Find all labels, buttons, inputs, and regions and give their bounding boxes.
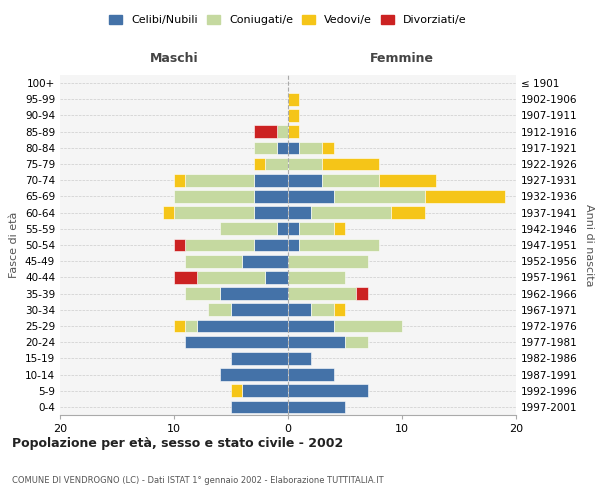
Bar	[265, 158, 288, 170]
Bar	[220, 222, 277, 235]
Y-axis label: Fasce di età: Fasce di età	[10, 212, 19, 278]
Bar	[288, 174, 322, 186]
Bar	[254, 174, 288, 186]
Bar	[231, 400, 288, 413]
Bar	[288, 288, 356, 300]
Bar	[231, 304, 288, 316]
Bar	[277, 222, 288, 235]
Bar	[185, 288, 220, 300]
Bar	[197, 320, 288, 332]
Bar	[174, 320, 185, 332]
Bar	[288, 126, 299, 138]
Text: Popolazione per età, sesso e stato civile - 2002: Popolazione per età, sesso e stato civil…	[12, 437, 343, 450]
Bar	[185, 238, 254, 252]
Bar	[185, 320, 197, 332]
Bar	[356, 288, 368, 300]
Bar	[185, 174, 254, 186]
Bar	[277, 126, 288, 138]
Y-axis label: Anni di nascita: Anni di nascita	[584, 204, 594, 286]
Bar	[288, 222, 299, 235]
Bar	[265, 271, 288, 283]
Text: Maschi: Maschi	[149, 52, 199, 66]
Bar	[322, 174, 379, 186]
Bar	[288, 320, 334, 332]
Bar	[391, 206, 425, 219]
Bar	[345, 336, 368, 348]
Bar	[254, 158, 265, 170]
Bar	[288, 304, 311, 316]
Bar	[220, 368, 288, 381]
Bar	[288, 400, 345, 413]
Bar	[174, 206, 254, 219]
Bar	[288, 336, 345, 348]
Bar	[288, 158, 322, 170]
Bar	[334, 222, 345, 235]
Bar	[231, 384, 242, 397]
Bar	[288, 190, 334, 202]
Bar	[288, 109, 299, 122]
Bar	[174, 238, 185, 252]
Bar	[288, 368, 334, 381]
Bar	[425, 190, 505, 202]
Bar	[208, 304, 231, 316]
Bar	[197, 271, 265, 283]
Bar	[254, 126, 277, 138]
Bar	[288, 352, 311, 364]
Text: COMUNE DI VENDROGNO (LC) - Dati ISTAT 1° gennaio 2002 - Elaborazione TUTTITALIA.: COMUNE DI VENDROGNO (LC) - Dati ISTAT 1°…	[12, 476, 383, 485]
Bar	[288, 271, 345, 283]
Bar	[185, 255, 242, 268]
Bar	[254, 206, 288, 219]
Bar	[174, 190, 254, 202]
Bar	[242, 384, 288, 397]
Bar	[311, 206, 391, 219]
Bar	[334, 304, 345, 316]
Bar	[379, 174, 436, 186]
Bar	[288, 384, 368, 397]
Bar	[174, 174, 185, 186]
Bar	[299, 142, 322, 154]
Bar	[254, 238, 288, 252]
Bar	[174, 271, 197, 283]
Bar	[299, 238, 379, 252]
Text: Femmine: Femmine	[370, 52, 434, 66]
Bar	[231, 352, 288, 364]
Legend: Celibi/Nubili, Coniugati/e, Vedovi/e, Divorziati/e: Celibi/Nubili, Coniugati/e, Vedovi/e, Di…	[105, 10, 471, 30]
Bar	[254, 142, 277, 154]
Bar	[334, 190, 425, 202]
Bar	[299, 222, 334, 235]
Bar	[288, 142, 299, 154]
Bar	[288, 255, 368, 268]
Bar	[322, 158, 379, 170]
Bar	[322, 142, 334, 154]
Bar	[277, 142, 288, 154]
Bar	[288, 238, 299, 252]
Bar	[242, 255, 288, 268]
Bar	[288, 206, 311, 219]
Bar	[185, 336, 288, 348]
Bar	[163, 206, 174, 219]
Bar	[311, 304, 334, 316]
Bar	[220, 288, 288, 300]
Bar	[334, 320, 402, 332]
Bar	[288, 93, 299, 106]
Bar	[254, 190, 288, 202]
